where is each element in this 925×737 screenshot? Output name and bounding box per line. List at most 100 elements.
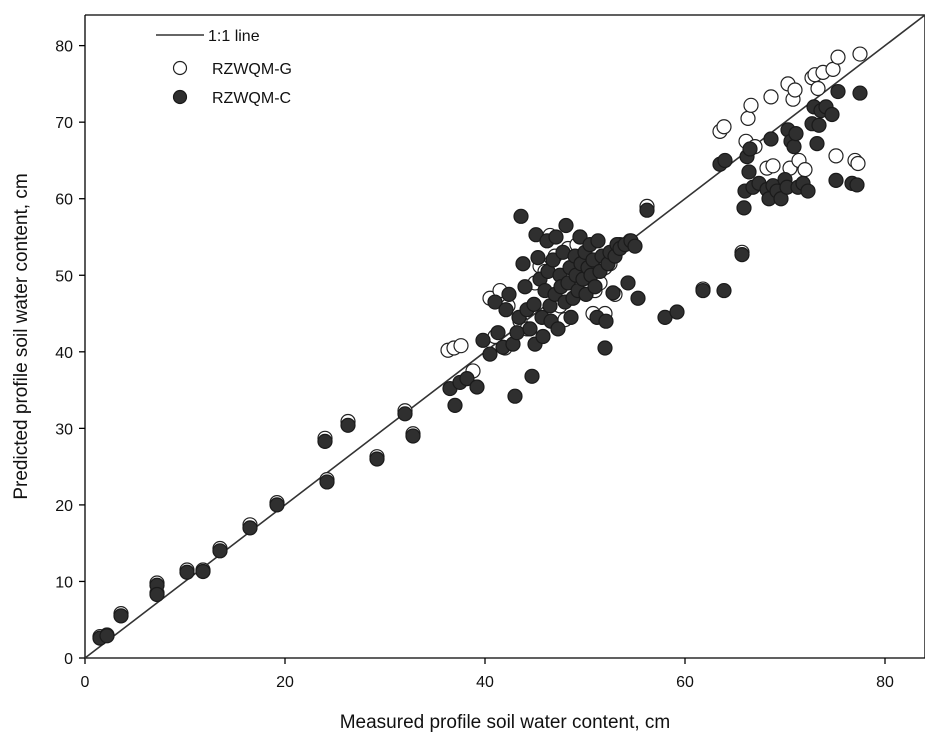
filled-circle-point xyxy=(522,321,538,337)
legend-label-series-c: RZWQM-C xyxy=(212,90,291,107)
y-tick-label: 60 xyxy=(55,192,73,209)
filled-circle-point xyxy=(741,164,757,180)
filled-circle-point xyxy=(669,304,685,320)
filled-circle-point xyxy=(524,368,540,384)
filled-circle-point xyxy=(605,285,621,301)
filled-circle-point xyxy=(369,451,385,467)
legend-marker-filled-circle xyxy=(172,89,188,105)
y-tick-label: 80 xyxy=(55,39,73,56)
filled-circle-point xyxy=(545,252,561,268)
filled-circle-point xyxy=(597,340,613,356)
filled-circle-point xyxy=(526,296,542,312)
one-to-one-line xyxy=(84,14,925,659)
y-axis-title: Predicted profile soil water content, cm xyxy=(11,173,32,499)
filled-circle-point xyxy=(242,520,258,536)
open-circle-point xyxy=(716,119,732,135)
x-tick-label: 20 xyxy=(276,674,294,691)
filled-circle-point xyxy=(113,608,129,624)
filled-circle-point xyxy=(99,628,115,644)
filled-circle-point xyxy=(490,325,506,341)
legend-label-line: 1:1 line xyxy=(208,28,260,45)
x-axis-title: Measured profile soil water content, cm xyxy=(340,712,671,733)
filled-circle-point xyxy=(317,433,333,449)
open-circle-point xyxy=(830,49,846,65)
filled-circle-point xyxy=(535,328,551,345)
open-circle-point xyxy=(852,46,868,62)
filled-circle-point xyxy=(563,309,579,325)
filled-circle-point xyxy=(587,279,603,295)
filled-circle-point xyxy=(179,564,195,580)
open-circle-point xyxy=(740,110,756,126)
filled-circle-point xyxy=(630,290,646,306)
filled-circle-point xyxy=(149,586,165,603)
open-circle-point xyxy=(765,158,781,174)
filled-circle-point xyxy=(572,229,588,245)
filled-circle-point xyxy=(763,131,779,147)
y-axis-ticks: 0 10 20 30 40 50 60 70 80 xyxy=(55,39,85,668)
filled-circle-point xyxy=(509,325,525,341)
filled-circle-point xyxy=(824,106,840,123)
legend-label-series-g: RZWQM-G xyxy=(212,61,292,78)
filled-circle-point xyxy=(788,126,804,142)
filled-circle-point xyxy=(469,379,485,395)
filled-circle-point xyxy=(482,346,498,362)
plot-area: 0 20 40 60 80 0 10 20 30 40 50 60 70 80 xyxy=(55,14,925,691)
data-points xyxy=(92,46,868,646)
x-tick-label: 40 xyxy=(476,674,494,691)
y-tick-label: 70 xyxy=(55,115,73,132)
open-circle-point xyxy=(797,162,813,178)
filled-circle-point xyxy=(736,200,752,216)
filled-circle-point xyxy=(397,406,413,422)
filled-circle-point xyxy=(620,275,636,291)
filled-circle-point xyxy=(809,136,825,152)
filled-circle-point xyxy=(695,282,711,299)
filled-circle-point xyxy=(405,428,421,444)
filled-circle-point xyxy=(487,294,503,310)
filled-circle-point xyxy=(849,177,865,193)
legend-marker-open-circle xyxy=(172,60,188,76)
legend: 1:1 line RZWQM-G RZWQM-C xyxy=(156,28,292,107)
y-tick-label: 40 xyxy=(55,345,73,362)
filled-circle-point xyxy=(513,208,529,224)
x-tick-label: 60 xyxy=(676,674,694,691)
filled-circle-point xyxy=(501,286,517,302)
open-circle-point xyxy=(828,148,844,164)
filled-circle-point xyxy=(447,397,463,413)
y-tick-label: 30 xyxy=(55,421,73,438)
filled-circle-point xyxy=(212,543,228,559)
filled-circle-point xyxy=(319,474,335,490)
filled-circle-point xyxy=(598,313,614,329)
open-circle-point xyxy=(787,82,803,98)
open-circle-point xyxy=(850,155,866,172)
filled-circle-point xyxy=(269,497,285,513)
filled-circle-point xyxy=(195,563,211,580)
filled-circle-point xyxy=(742,141,758,157)
filled-circle-point xyxy=(507,388,523,404)
filled-circle-point xyxy=(515,256,531,272)
filled-circle-point xyxy=(548,229,564,245)
filled-circle-point xyxy=(811,117,827,133)
series-rzwqm-c xyxy=(92,83,868,646)
filled-circle-point xyxy=(498,302,514,318)
y-tick-label: 20 xyxy=(55,498,73,515)
filled-circle-point xyxy=(734,246,750,263)
filled-circle-point xyxy=(627,238,643,254)
filled-circle-point xyxy=(517,279,533,295)
x-tick-label: 0 xyxy=(81,674,90,691)
open-circle-point xyxy=(743,97,759,113)
filled-circle-point xyxy=(717,152,733,169)
filled-circle-point xyxy=(459,371,475,387)
filled-circle-point xyxy=(716,282,732,299)
x-tick-label: 80 xyxy=(876,674,894,691)
filled-circle-point xyxy=(828,172,844,188)
filled-circle-point xyxy=(475,332,491,348)
filled-circle-point xyxy=(852,85,868,101)
filled-circle-point xyxy=(830,83,846,100)
filled-circle-point xyxy=(786,139,802,155)
filled-circle-point xyxy=(639,202,655,218)
open-circle-point xyxy=(453,338,469,354)
y-tick-label: 0 xyxy=(64,651,73,668)
y-tick-label: 50 xyxy=(55,268,73,285)
filled-circle-point xyxy=(590,233,606,249)
